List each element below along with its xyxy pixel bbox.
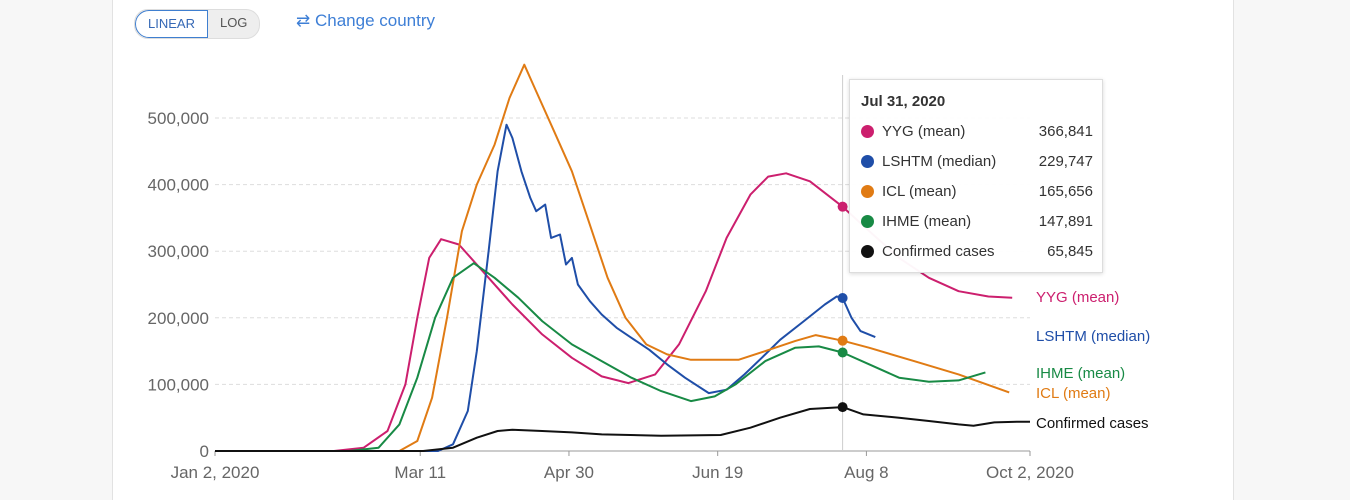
change-country-button[interactable]: ⇄ Change country: [296, 11, 435, 31]
swap-arrows-icon: ⇄: [296, 11, 311, 30]
tooltip-row: LSHTM (median) 229,747: [861, 150, 1093, 172]
series-line-1: [215, 123, 876, 452]
series-dot-icon: [861, 154, 874, 168]
y-tick-label: 500,000: [148, 109, 209, 128]
series-label: ICL (mean): [1036, 385, 1110, 402]
y-tick-label: 400,000: [148, 176, 209, 195]
y-tick-label: 0: [200, 442, 209, 461]
series-line-4: [215, 406, 1030, 452]
hover-point: [837, 402, 848, 413]
x-tick-label: Jun 19: [692, 463, 743, 482]
tooltip-row: Confirmed cases 65,845: [861, 240, 1093, 262]
x-tick-label: Jan 2, 2020: [171, 463, 260, 482]
tooltip-value: 65,845: [1047, 242, 1093, 260]
scale-toggle: LINEAR LOG: [134, 9, 261, 39]
tooltip-row: YYG (mean) 366,841: [861, 120, 1093, 142]
series-line-2: [215, 63, 1010, 452]
series-dot-icon: [861, 214, 874, 228]
x-tick-label: Mar 11: [394, 463, 446, 482]
series-label: LSHTM (median): [1036, 328, 1150, 345]
series-dot-icon: [861, 184, 874, 198]
tooltip-value: 366,841: [1038, 122, 1093, 140]
tooltip-row: IHME (mean) 147,891: [861, 210, 1093, 232]
tooltip-date: Jul 31, 2020: [861, 93, 946, 110]
tooltip-value: 147,891: [1038, 212, 1093, 230]
y-tick-label: 200,000: [148, 309, 209, 328]
series-label: YYG (mean): [1036, 289, 1119, 306]
series-label: Confirmed cases: [1036, 415, 1149, 432]
log-button[interactable]: LOG: [219, 15, 248, 30]
x-tick-label: Oct 2, 2020: [986, 463, 1074, 482]
hover-point: [837, 347, 848, 358]
tooltip-row: ICL (mean) 165,656: [861, 180, 1093, 202]
y-tick-label: 100,000: [148, 375, 209, 394]
series-line-3: [215, 262, 986, 452]
linear-button[interactable]: LINEAR: [135, 10, 208, 38]
tooltip-value: 229,747: [1038, 152, 1093, 170]
change-country-label: Change country: [314, 11, 436, 30]
hover-point: [837, 335, 848, 346]
tooltip-series-name: IHME (mean): [882, 212, 972, 230]
hover-point: [837, 201, 848, 212]
tooltip-series-name: ICL (mean): [882, 182, 957, 200]
hover-point: [837, 292, 848, 303]
series-dot-icon: [861, 124, 874, 138]
tooltip: Jul 31, 2020 YYG (mean) 366,841 LSHTM (med…: [849, 79, 1103, 273]
tooltip-series-name: LSHTM (median): [882, 152, 997, 170]
tooltip-value: 165,656: [1038, 182, 1093, 200]
tooltip-series-name: YYG (mean): [882, 122, 966, 140]
series-label: IHME (mean): [1036, 365, 1125, 382]
x-tick-label: Aug 8: [844, 463, 888, 482]
y-tick-label: 300,000: [148, 242, 209, 261]
x-tick-label: Apr 30: [544, 463, 594, 482]
series-dot-icon: [861, 244, 874, 258]
tooltip-series-name: Confirmed cases: [882, 242, 995, 260]
